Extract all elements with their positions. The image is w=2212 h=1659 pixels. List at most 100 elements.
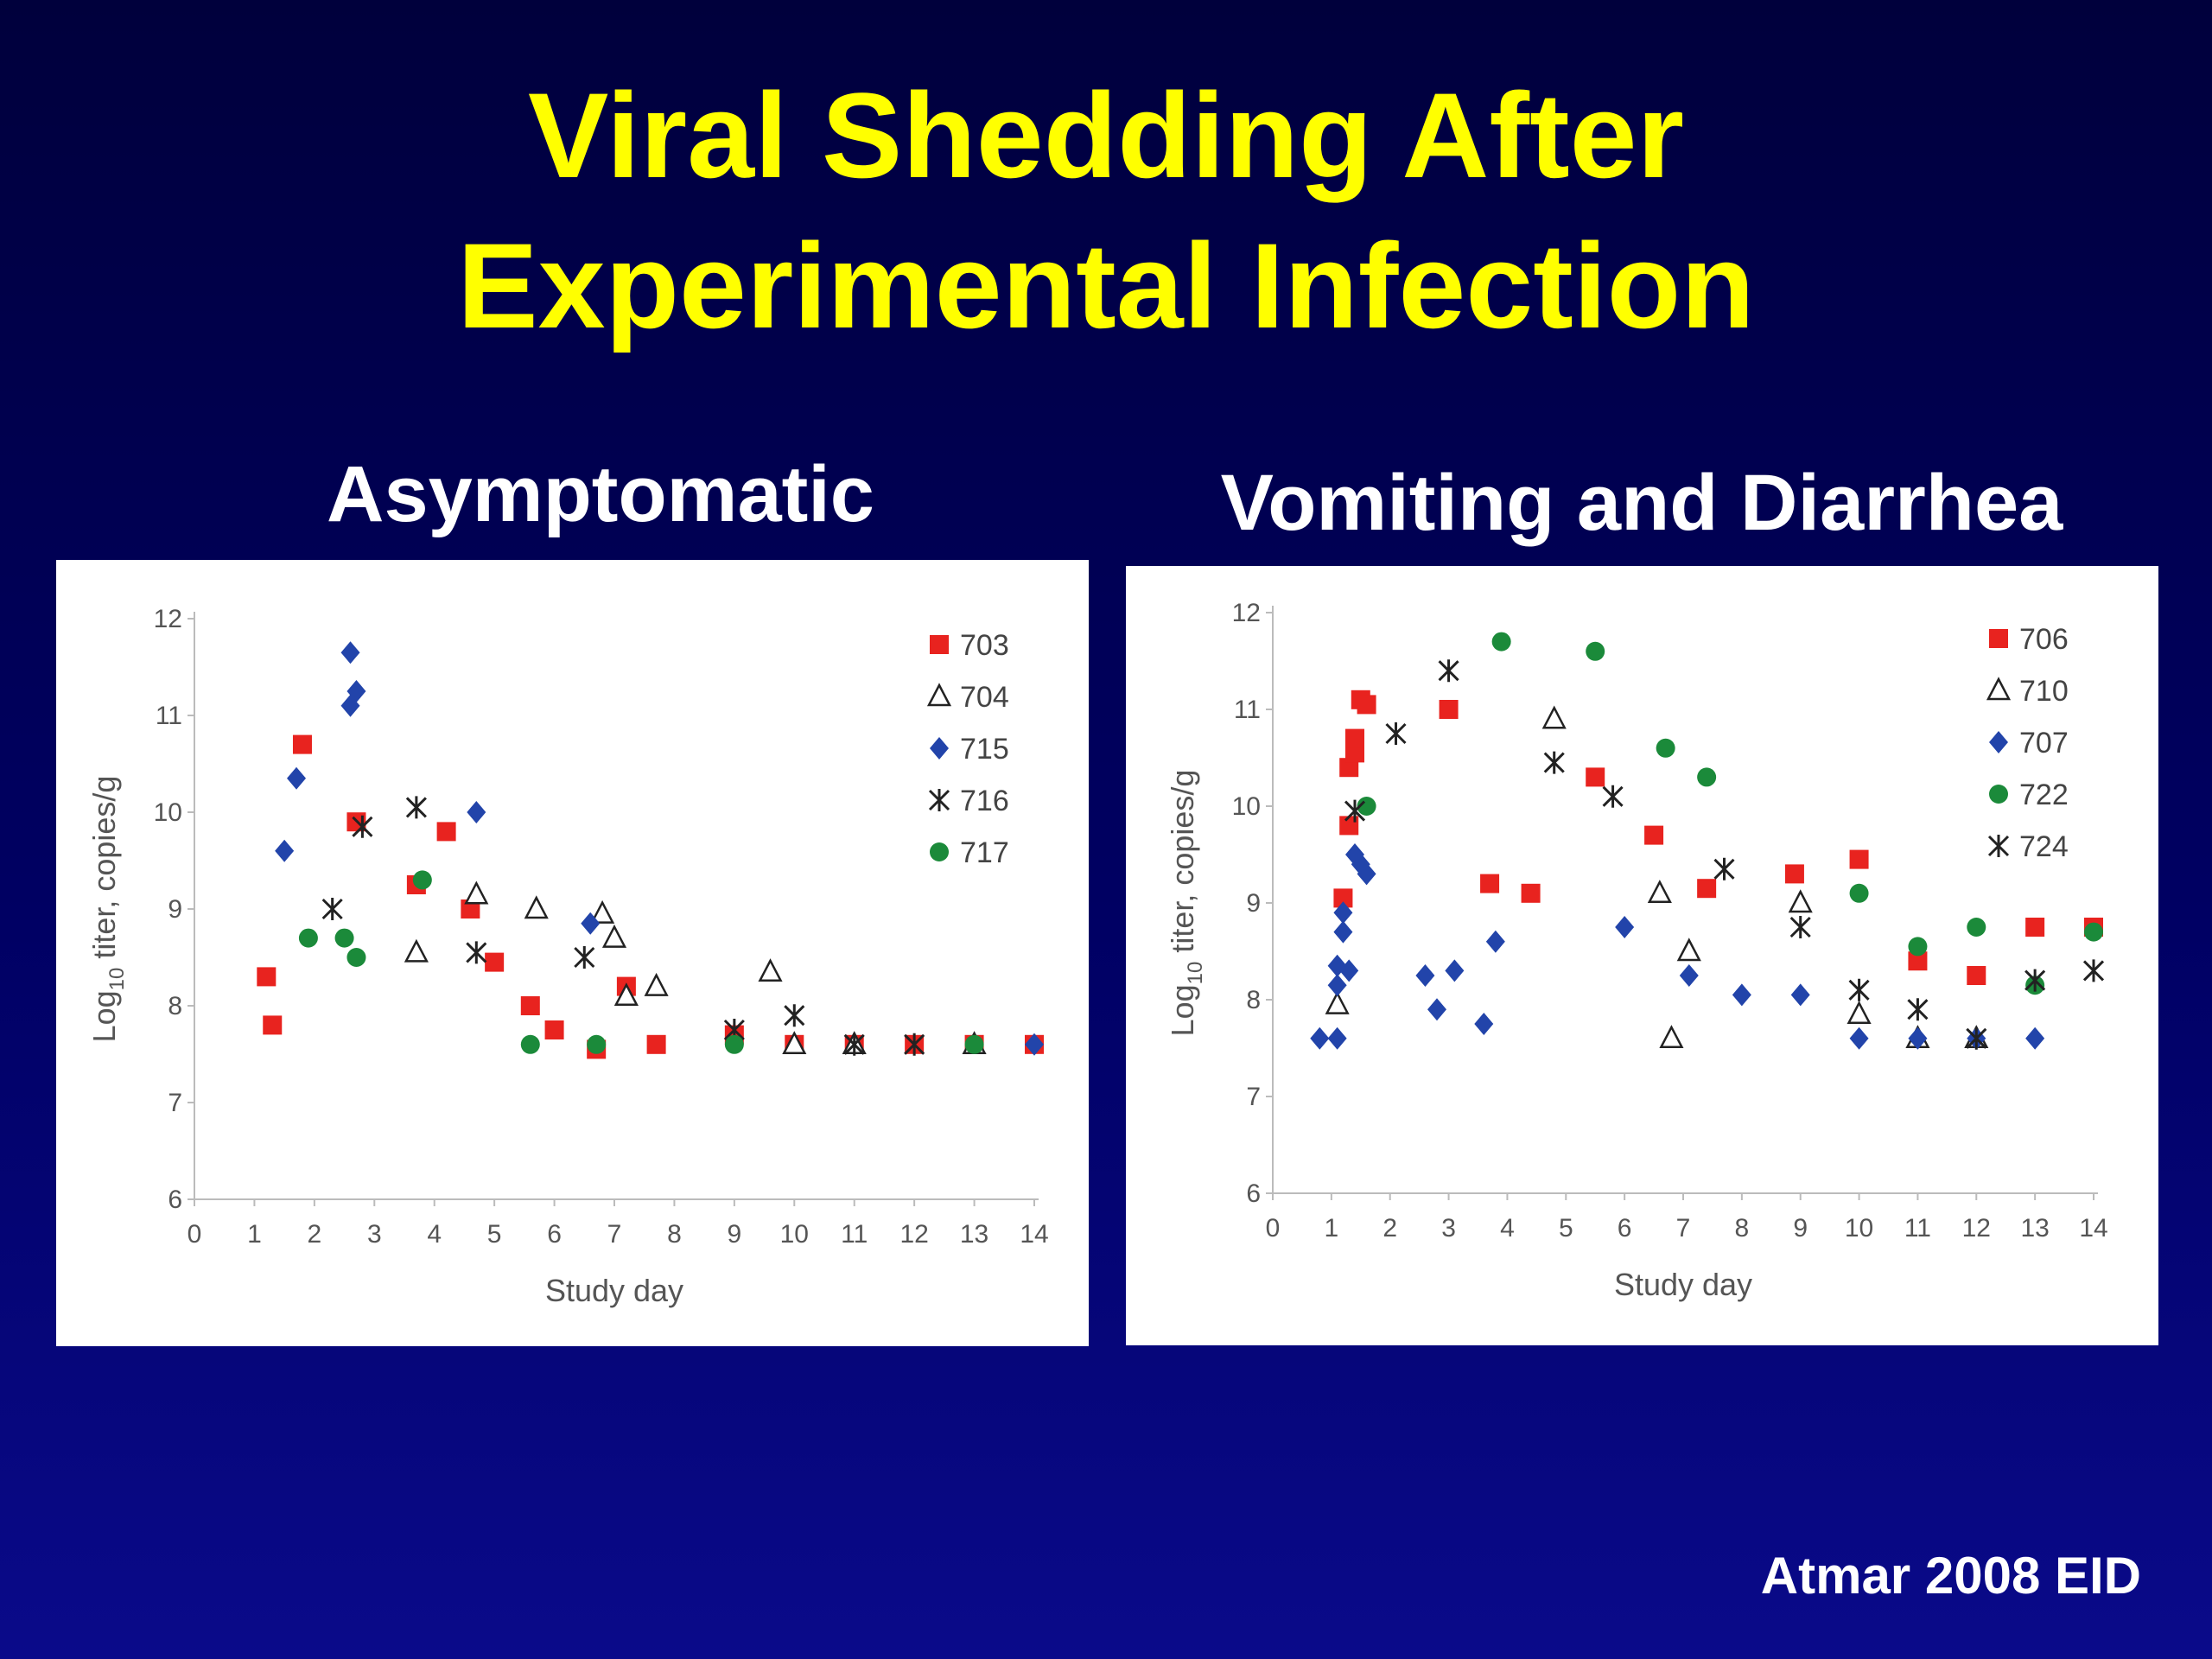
data-point xyxy=(1325,990,1350,1014)
y-tick-label: 9 xyxy=(168,895,182,924)
data-point xyxy=(1656,738,1675,758)
data-point xyxy=(964,1034,984,1054)
data-point xyxy=(464,880,489,905)
data-point xyxy=(287,766,307,790)
y-tick-label: 11 xyxy=(1234,696,1261,724)
x-tick-label: 3 xyxy=(367,1220,382,1249)
legend-label-710: 710 xyxy=(2019,675,2069,708)
chart-panel-asymptomatic: 6 7 8 9 10 11 12 0 1 2 3 4 5 6 7 8 9 10 11 12 13 14 Study day L… xyxy=(56,560,1089,1346)
legend-label-704: 704 xyxy=(960,681,1009,714)
x-tick-label: 8 xyxy=(667,1220,682,1249)
data-point xyxy=(1784,864,1804,884)
data-point xyxy=(1415,964,1435,987)
data-point xyxy=(1333,901,1353,925)
series-715 xyxy=(275,641,1044,1056)
data-point xyxy=(1732,983,1751,1007)
x-tick-label: 12 xyxy=(1962,1214,1991,1243)
data-point xyxy=(340,641,360,664)
data-point xyxy=(1644,825,1664,845)
legend-label-717: 717 xyxy=(960,836,1009,869)
x-tick-label: 6 xyxy=(1618,1214,1632,1243)
data-point xyxy=(644,972,669,996)
x-tick-label: 1 xyxy=(247,1220,262,1249)
data-point xyxy=(1333,888,1353,908)
chart-title-asymptomatic: Asymptomatic xyxy=(327,450,874,538)
data-point xyxy=(1967,966,1986,985)
data-point xyxy=(544,1020,564,1039)
data-point xyxy=(1357,695,1376,715)
legend-marker-716 xyxy=(928,789,950,811)
data-point xyxy=(1908,951,1928,971)
data-point xyxy=(520,996,540,1015)
x-tick-label: 2 xyxy=(308,1220,322,1249)
data-point xyxy=(1647,880,1672,904)
data-point xyxy=(1327,954,1347,977)
legend: 703 704 715 716 717 xyxy=(926,629,1009,869)
data-point xyxy=(2082,959,2105,982)
data-point xyxy=(461,899,480,918)
data-point xyxy=(1445,959,1465,982)
data-point xyxy=(257,967,276,987)
legend-marker-722 xyxy=(1989,785,2008,804)
data-point xyxy=(587,1034,607,1054)
data-point xyxy=(1849,1027,1869,1050)
legend-label-716: 716 xyxy=(960,785,1009,817)
data-point xyxy=(1966,1027,1987,1050)
series-706 xyxy=(1333,690,2103,985)
data-point xyxy=(1357,797,1376,816)
legend-marker-704 xyxy=(926,683,952,707)
data-point xyxy=(1541,705,1567,729)
legend-marker-706 xyxy=(1989,629,2008,648)
data-point xyxy=(1480,874,1500,893)
x-tick-label: 3 xyxy=(1441,1214,1456,1243)
chart-title-vomiting-diarrhea: Vomiting and Diarrhea xyxy=(1220,459,2063,547)
data-point xyxy=(340,694,360,717)
legend-marker-724 xyxy=(1987,835,2010,857)
data-point xyxy=(1385,722,1407,745)
data-point xyxy=(467,801,486,823)
x-tick-label: 4 xyxy=(1500,1214,1515,1243)
data-point xyxy=(346,948,366,967)
data-point xyxy=(1848,978,1870,1001)
y-axis-label: Log10 titer, copies/g xyxy=(1165,770,1207,1037)
legend-label-707: 707 xyxy=(2019,727,2069,760)
data-point xyxy=(1788,889,1813,913)
data-point xyxy=(321,898,343,920)
data-point xyxy=(1908,937,1928,957)
data-point xyxy=(1310,1027,1330,1050)
y-tick-label: 8 xyxy=(1246,986,1261,1014)
data-point xyxy=(724,1034,744,1054)
data-point xyxy=(1474,1013,1494,1035)
data-point xyxy=(590,899,615,924)
x-tick-label: 0 xyxy=(1266,1214,1281,1243)
series-724 xyxy=(1344,659,2105,1050)
x-tick-label: 6 xyxy=(547,1220,562,1249)
legend-marker-710 xyxy=(1986,677,2012,701)
legend-label-715: 715 xyxy=(960,733,1009,766)
legend: 706 710 707 722 724 xyxy=(1986,623,2069,863)
x-tick-label: 9 xyxy=(1793,1214,1808,1243)
data-point xyxy=(485,952,505,972)
x-tick-label: 7 xyxy=(607,1220,622,1249)
data-point xyxy=(1345,743,1364,763)
x-tick-label: 9 xyxy=(728,1220,742,1249)
data-point xyxy=(1485,930,1505,953)
data-point xyxy=(412,870,432,890)
data-point xyxy=(782,1031,807,1055)
data-point xyxy=(1849,883,1869,903)
legend-marker-717 xyxy=(930,842,949,861)
data-point xyxy=(2025,918,2045,937)
y-tick-label: 10 xyxy=(1232,792,1261,821)
data-point xyxy=(904,1033,925,1056)
data-point xyxy=(1789,916,1811,938)
y-tick-label: 6 xyxy=(168,1185,182,1214)
data-point xyxy=(758,958,783,982)
y-tick-label: 11 xyxy=(156,702,182,730)
data-point xyxy=(275,839,295,862)
x-tick-label: 11 xyxy=(1904,1214,1931,1243)
data-point xyxy=(2084,922,2103,942)
legend-marker-707 xyxy=(1989,731,2008,753)
y-tick-label: 6 xyxy=(1246,1179,1261,1208)
x-tick-label: 5 xyxy=(487,1220,502,1249)
